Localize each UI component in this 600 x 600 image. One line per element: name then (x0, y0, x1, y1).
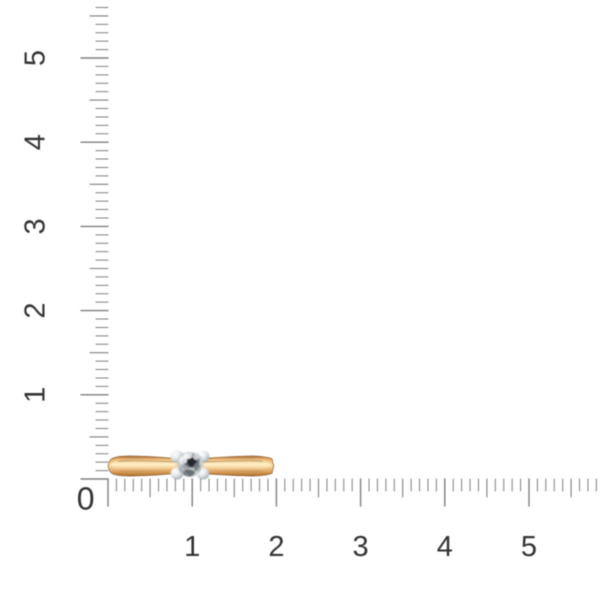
svg-text:5: 5 (521, 531, 537, 563)
svg-text:2: 2 (268, 531, 284, 563)
svg-text:0: 0 (77, 480, 95, 516)
svg-text:5: 5 (20, 50, 52, 66)
svg-text:1: 1 (184, 531, 200, 563)
svg-text:4: 4 (20, 134, 52, 150)
svg-text:1: 1 (20, 387, 52, 403)
svg-text:3: 3 (353, 531, 369, 563)
svg-text:2: 2 (20, 303, 52, 319)
svg-text:4: 4 (437, 531, 453, 563)
svg-text:3: 3 (20, 218, 52, 234)
